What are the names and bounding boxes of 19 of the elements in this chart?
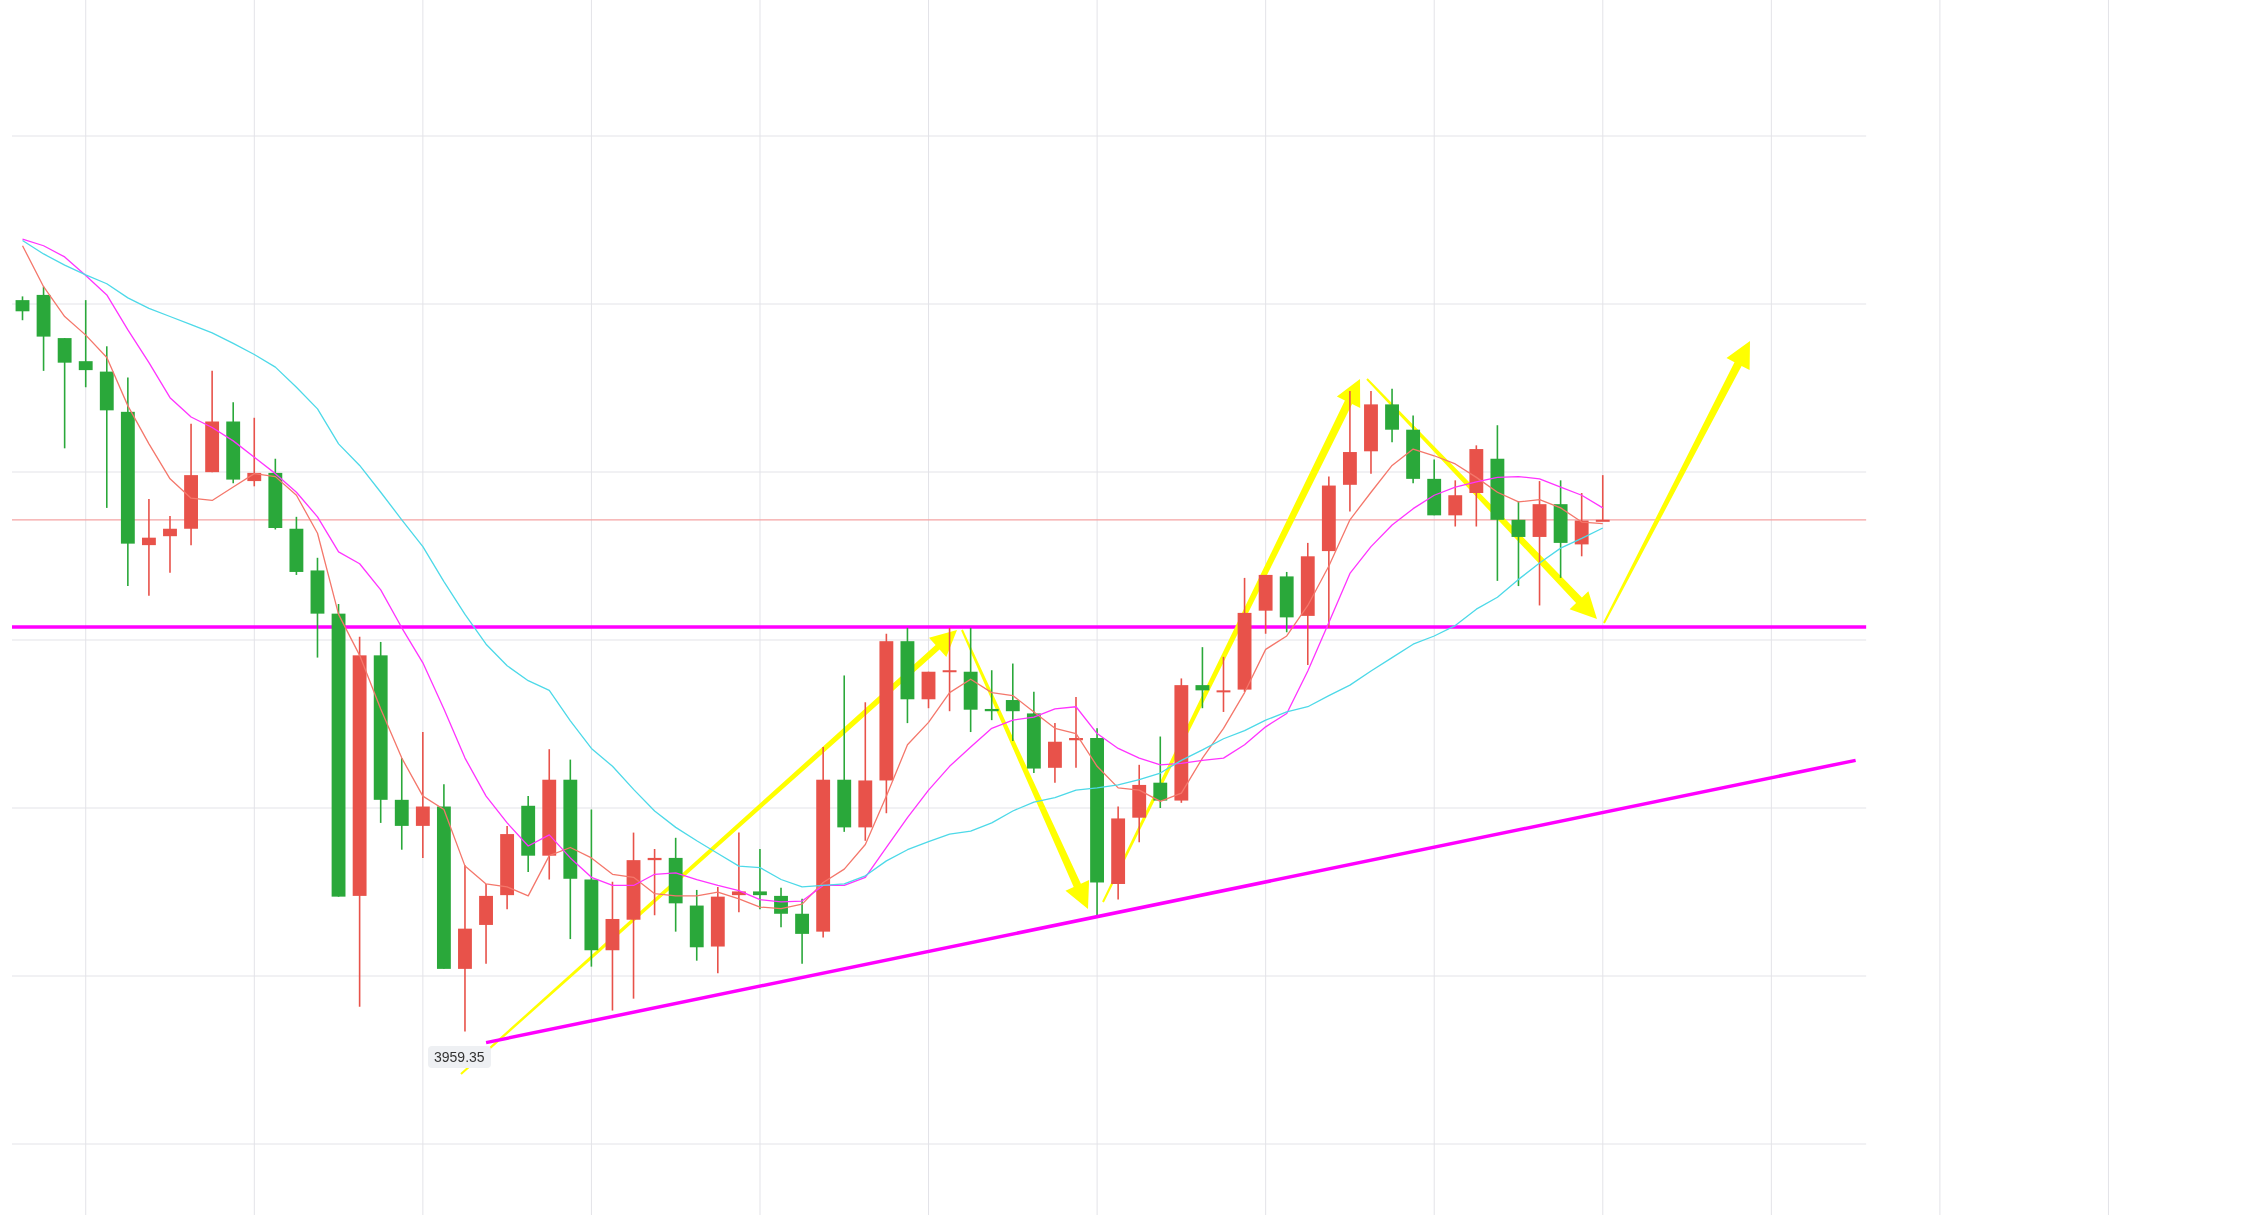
candlestick bbox=[795, 898, 810, 965]
candlestick bbox=[1448, 479, 1463, 528]
candlestick bbox=[1005, 662, 1020, 742]
candlestick bbox=[15, 295, 30, 322]
candlestick bbox=[1153, 735, 1168, 809]
candlestick bbox=[415, 731, 430, 859]
candlestick bbox=[1595, 474, 1610, 522]
candlestick bbox=[163, 515, 177, 574]
candlestick bbox=[647, 848, 662, 917]
candlestick bbox=[141, 498, 156, 597]
candlestick bbox=[731, 831, 746, 914]
text: 3959.35 bbox=[428, 1046, 491, 1068]
candlestick bbox=[78, 299, 93, 389]
candlestick bbox=[942, 626, 957, 712]
candlestick bbox=[1195, 646, 1210, 710]
candlestick bbox=[984, 669, 999, 721]
candlestick bbox=[1216, 656, 1231, 713]
candlestick bbox=[1511, 500, 1526, 587]
candlestick bbox=[753, 848, 767, 911]
